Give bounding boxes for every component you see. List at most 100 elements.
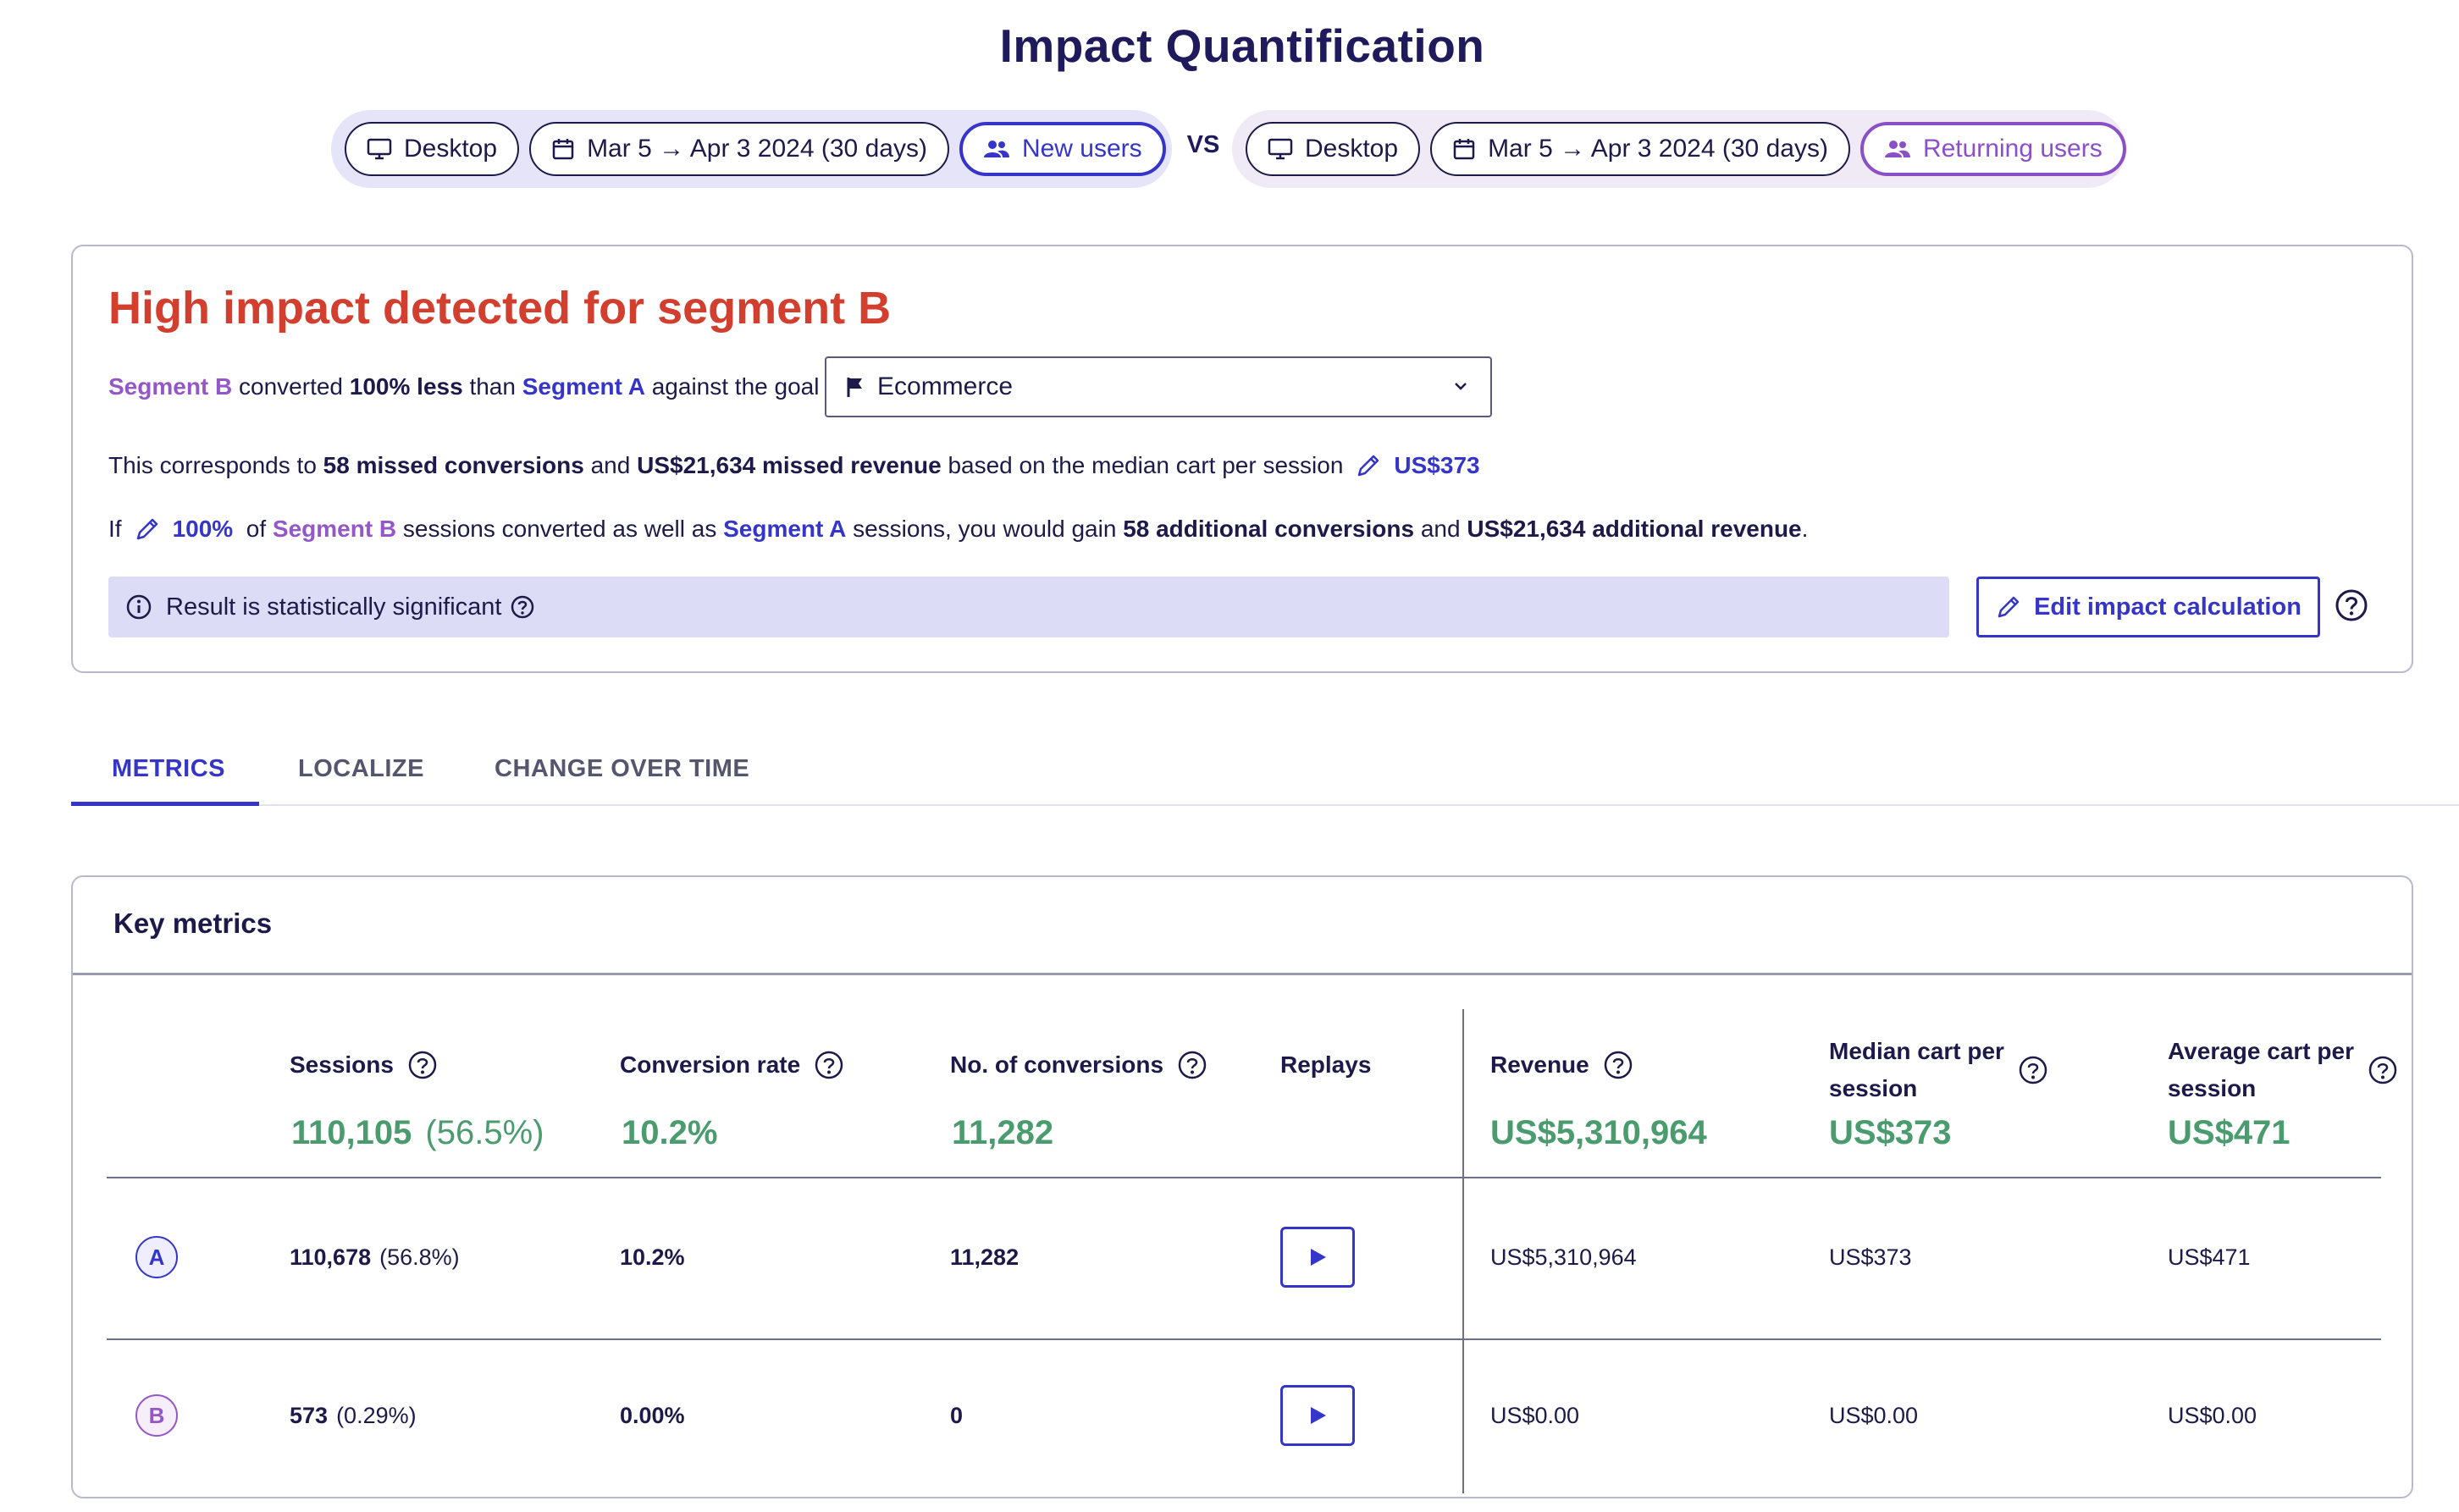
desktop-icon bbox=[367, 138, 392, 160]
median-cart-value[interactable]: US$373 bbox=[1394, 452, 1480, 478]
segment-b-device-label: Desktop bbox=[1305, 135, 1399, 163]
median-cart-cell: US$373 bbox=[1829, 1244, 1912, 1270]
significance-text: Result is statistically significant bbox=[166, 593, 502, 621]
median-cart-cell: US$0.00 bbox=[1829, 1403, 1919, 1428]
column-header-label: session bbox=[1829, 1075, 1918, 1101]
help-icon[interactable] bbox=[2334, 588, 2369, 623]
segment-a-label: Segment A bbox=[723, 516, 847, 542]
play-replay-button[interactable] bbox=[1280, 1385, 1355, 1446]
revenue-cell: US$5,310,964 bbox=[1490, 1244, 1637, 1270]
play-icon bbox=[1311, 1407, 1326, 1424]
segment-b-label: Segment B bbox=[108, 373, 233, 400]
conversion-rate-cell: 0.00% bbox=[620, 1403, 685, 1428]
segment-b-badge: B bbox=[135, 1394, 178, 1437]
help-icon[interactable] bbox=[1603, 1050, 1633, 1080]
help-icon[interactable] bbox=[510, 594, 535, 620]
text: converted bbox=[239, 373, 343, 400]
column-header-conversion-rate: Conversion rate bbox=[620, 1046, 844, 1084]
pencil-icon[interactable] bbox=[134, 516, 161, 543]
text: If bbox=[108, 516, 122, 542]
sessions-total: 110,105 (56.5%) bbox=[291, 1114, 544, 1152]
additional-conversions: 58 additional conversions bbox=[1123, 516, 1415, 542]
text: . bbox=[1801, 516, 1809, 542]
segment-b-filters: Desktop Mar 5 → Apr 3 2024 (30 days) Ret… bbox=[1232, 110, 2126, 188]
column-header-revenue: Revenue bbox=[1490, 1046, 1633, 1084]
row-divider bbox=[107, 1177, 2381, 1178]
column-header-label: session bbox=[2168, 1075, 2257, 1101]
column-header-label: Replays bbox=[1280, 1051, 1372, 1078]
segment-b-date-label: Mar 5 → Apr 3 2024 (30 days) bbox=[1488, 135, 1828, 163]
goal-select[interactable]: Ecommerce bbox=[825, 356, 1492, 417]
column-header-sessions: Sessions bbox=[290, 1046, 438, 1084]
conversion-rate-total: 10.2% bbox=[622, 1114, 718, 1151]
conversion-percent-value[interactable]: 100% bbox=[172, 516, 234, 542]
goal-select-value: Ecommerce bbox=[877, 372, 1014, 400]
median-cart-total: US$373 bbox=[1829, 1114, 1952, 1151]
help-icon[interactable] bbox=[407, 1050, 438, 1080]
help-icon[interactable] bbox=[814, 1050, 844, 1080]
key-metrics-card: Key metrics Sessions Conversion rate No.… bbox=[71, 875, 2413, 1498]
column-header-label: Sessions bbox=[290, 1051, 394, 1078]
pencil-icon[interactable] bbox=[1355, 452, 1382, 479]
segment-a-badge: A bbox=[135, 1236, 178, 1278]
cell-value: 573 bbox=[290, 1403, 329, 1428]
help-icon[interactable] bbox=[2018, 1055, 2048, 1085]
cell-value: 110,678 bbox=[290, 1244, 372, 1270]
calendar-icon bbox=[1453, 139, 1475, 160]
segment-a-users-pill[interactable]: New users bbox=[959, 122, 1166, 176]
edit-impact-calculation-label: Edit impact calculation bbox=[2034, 593, 2302, 621]
text: sessions converted as well as bbox=[402, 516, 717, 542]
column-header-label: Revenue bbox=[1490, 1051, 1589, 1078]
segment-b-users-label: Returning users bbox=[1922, 135, 2103, 163]
average-cart-cell: US$471 bbox=[2168, 1244, 2251, 1270]
impact-summary-line: Segment B converted 100% less than Segme… bbox=[108, 373, 819, 400]
average-cart-cell: US$0.00 bbox=[2168, 1403, 2257, 1428]
cell-percent: (0.29%) bbox=[336, 1403, 417, 1428]
help-icon[interactable] bbox=[1177, 1050, 1207, 1080]
segment-b-users-pill[interactable]: Returning users bbox=[1859, 122, 2126, 176]
column-header-replays: Replays bbox=[1280, 1046, 1371, 1084]
segment-a-device-pill[interactable]: Desktop bbox=[345, 122, 520, 176]
text: than bbox=[469, 373, 516, 400]
tab-localize[interactable]: LOCALIZE bbox=[298, 755, 424, 782]
segment-a-date-label: Mar 5 → Apr 3 2024 (30 days) bbox=[587, 135, 927, 163]
info-icon bbox=[126, 594, 152, 620]
segment-a-users-label: New users bbox=[1021, 135, 1142, 163]
tab-change-over-time[interactable]: CHANGE OVER TIME bbox=[495, 755, 750, 782]
desktop-icon bbox=[1268, 138, 1293, 160]
edit-impact-calculation-button[interactable]: Edit impact calculation bbox=[1976, 577, 2320, 637]
segment-a-label: Segment A bbox=[522, 373, 645, 400]
column-header-median-cart: Median cart per session bbox=[1829, 1033, 2048, 1107]
play-replay-button[interactable] bbox=[1280, 1227, 1355, 1288]
total-percent: (56.5%) bbox=[425, 1114, 544, 1151]
segment-a-date-pill[interactable]: Mar 5 → Apr 3 2024 (30 days) bbox=[529, 122, 949, 176]
segment-a-device-label: Desktop bbox=[404, 135, 498, 163]
key-metrics-title: Key metrics bbox=[113, 908, 273, 939]
text: and bbox=[1420, 516, 1461, 542]
missed-conversions-line: This corresponds to 58 missed conversion… bbox=[108, 452, 1480, 479]
tab-metrics[interactable]: METRICS bbox=[112, 755, 225, 782]
missed-revenue: US$21,634 missed revenue bbox=[637, 452, 942, 478]
row-divider bbox=[107, 1338, 2381, 1340]
text: sessions, you would gain bbox=[853, 516, 1117, 542]
average-cart-total: US$471 bbox=[2168, 1114, 2290, 1151]
cell-percent: (56.8%) bbox=[379, 1244, 460, 1270]
column-header-conversions: No. of conversions bbox=[950, 1046, 1207, 1084]
column-header-text: Median cart per session bbox=[1829, 1033, 2004, 1107]
significance-banner: Result is statistically significant bbox=[108, 577, 1949, 637]
help-icon[interactable] bbox=[2368, 1055, 2398, 1085]
column-divider bbox=[1462, 1009, 1464, 1493]
segment-b-label: Segment B bbox=[272, 516, 397, 542]
text: based on the median cart per session bbox=[948, 452, 1344, 478]
segment-b-date-pill[interactable]: Mar 5 → Apr 3 2024 (30 days) bbox=[1430, 122, 1850, 176]
text: against the goal bbox=[651, 373, 820, 400]
impact-card: High impact detected for segment B Segme… bbox=[71, 245, 2413, 673]
segment-a-filters: Desktop Mar 5 → Apr 3 2024 (30 days) New… bbox=[331, 110, 1172, 188]
column-header-label: No. of conversions bbox=[950, 1051, 1164, 1078]
potential-gain-line: If 100% of Segment B sessions converted … bbox=[108, 516, 1808, 543]
text: and bbox=[590, 452, 631, 478]
conversion-rate-cell: 10.2% bbox=[620, 1244, 685, 1270]
calendar-icon bbox=[552, 139, 574, 160]
segment-b-device-pill[interactable]: Desktop bbox=[1246, 122, 1421, 176]
column-header-average-cart: Average cart per session bbox=[2168, 1033, 2398, 1107]
